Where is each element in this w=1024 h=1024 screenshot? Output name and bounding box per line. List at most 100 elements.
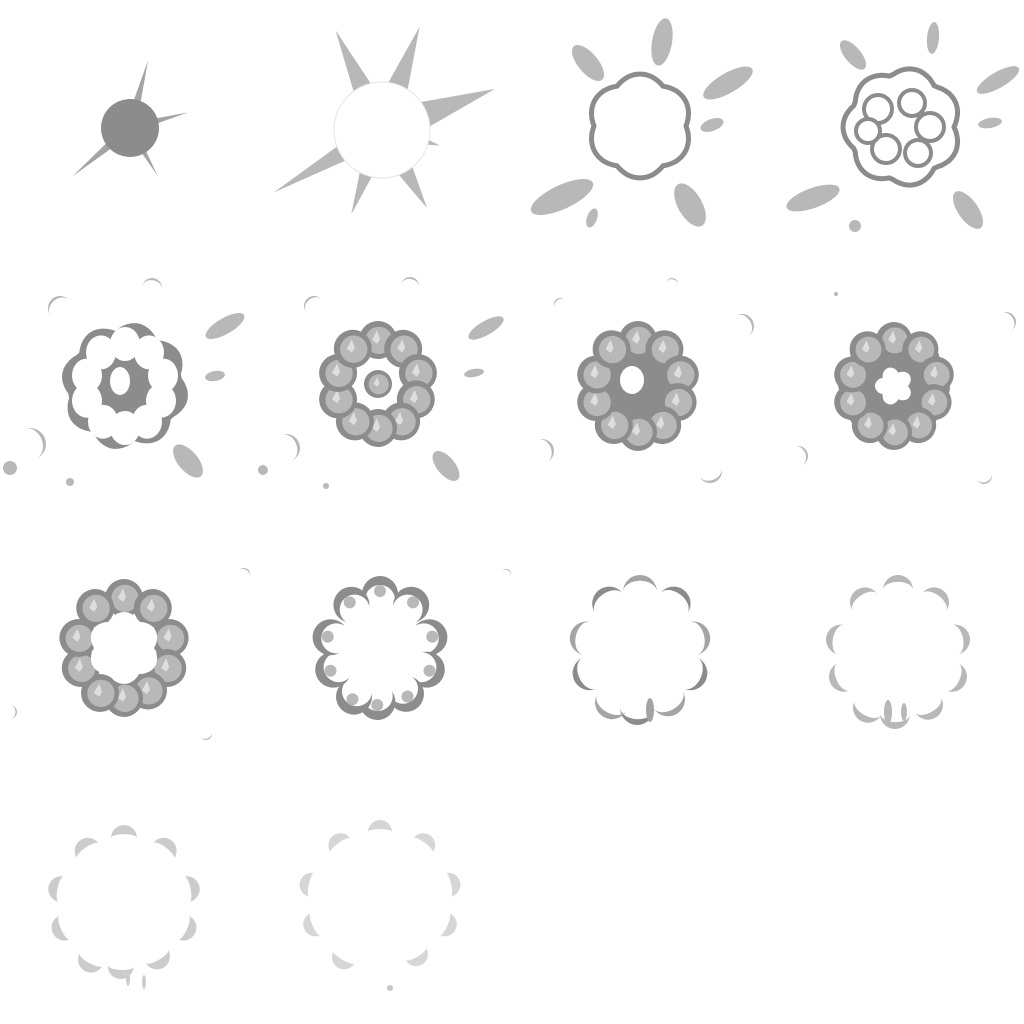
debris-particle (173, 444, 203, 478)
debris-particle (651, 18, 673, 66)
explosion-frame-6 (258, 277, 504, 489)
explosion-frame-1 (72, 60, 188, 177)
cloud-puff-highlight (864, 416, 872, 429)
explosion-frame-4 (786, 22, 1020, 232)
debris-crescent (689, 621, 711, 656)
cloud-puff-highlight (673, 365, 682, 379)
cloud-puff-highlight (912, 416, 921, 429)
flash-core (333, 81, 431, 179)
cloud-puff-highlight (930, 365, 938, 379)
cloud-puff-highlight (846, 365, 855, 379)
debris-crescent (413, 833, 436, 853)
cloud-puff-highlight (117, 588, 127, 602)
debris-crescent (951, 624, 970, 655)
debris-crescent (299, 872, 315, 897)
debris-crescent (178, 915, 197, 941)
cloud-puff-shade (324, 664, 337, 677)
cloud-puff-highlight (161, 658, 170, 672)
debris-particle (3, 461, 17, 475)
cloud-center (343, 608, 417, 688)
debris-crescent (569, 621, 591, 656)
cloud-puff-highlight (93, 683, 103, 697)
cloud-puff-highlight (348, 411, 357, 426)
cloud-puff-hole (86, 335, 116, 370)
debris-crescent (48, 876, 64, 902)
debris-crescent (623, 575, 657, 592)
debris-particle (258, 465, 268, 475)
debris-crescent (78, 953, 103, 973)
cloud-puff-shade (401, 690, 414, 703)
cloud-center (875, 367, 911, 405)
debris-crescent (595, 693, 627, 720)
debris-crescent (153, 837, 177, 859)
cloud-puff-highlight (671, 392, 680, 406)
cloud-puff-highlight (631, 422, 641, 436)
cloud-center (90, 612, 158, 684)
cloud-puff-highlight (888, 331, 896, 344)
debris-crescent (880, 713, 910, 729)
debris-crescent (304, 296, 322, 313)
debris-particle (901, 703, 907, 721)
cloud-puff-highlight (605, 339, 614, 353)
debris-particle (646, 698, 654, 722)
cloud-puff-hole (110, 367, 130, 395)
debris-crescent (501, 569, 511, 577)
debris-crescent (332, 951, 355, 970)
cloud-puff-highlight (371, 330, 381, 344)
cloud-puff-hole (620, 366, 644, 394)
cloud-puff-highlight (117, 688, 127, 702)
debris-crescent (698, 466, 722, 483)
cloud-puff-highlight (332, 389, 341, 404)
debris-particle (884, 700, 892, 724)
debris-crescent (48, 296, 70, 316)
cloud-puff-outline (903, 138, 933, 168)
cloud-puff-highlight (409, 389, 418, 404)
cloud-puff-hole (72, 383, 102, 418)
cloud-puff-highlight (397, 339, 406, 353)
debris-crescent (794, 446, 808, 466)
cloud-puff-shade (346, 693, 359, 706)
cloud-puff-highlight (89, 598, 98, 612)
cloud-puff-shade (423, 664, 436, 677)
debris-crescent (921, 587, 949, 612)
debris-particle (142, 975, 146, 989)
debris-particle (849, 220, 861, 232)
debris-crescent (328, 833, 351, 852)
explosion-frame-2 (273, 26, 495, 215)
debris-crescent (945, 663, 967, 692)
explosion-frame-10 (312, 569, 511, 720)
explosion-frame-13 (48, 825, 200, 989)
cloud-puff-shade (426, 630, 439, 643)
debris-particle (432, 451, 460, 481)
cloud-puff-outline (914, 111, 946, 143)
cloud-puff-shade (374, 585, 386, 597)
explosion-frame-9 (10, 568, 250, 740)
cloud-puff-shade (343, 596, 356, 609)
cloud-puff-hollow (365, 585, 395, 615)
cloud-puff-highlight (607, 415, 616, 429)
debris-particle (571, 44, 605, 82)
spark-core (101, 99, 159, 157)
cloud-puff-highlight (846, 393, 855, 406)
explosion-frame-12 (826, 575, 970, 729)
cloud-puff-highlight (163, 628, 172, 642)
debris-crescent (1001, 312, 1016, 331)
debris-particle (926, 22, 940, 54)
debris-crescent (683, 657, 708, 691)
debris-crescent (145, 949, 170, 970)
debris-crescent (653, 690, 685, 717)
debris-crescent (915, 697, 943, 720)
debris-crescent (281, 434, 300, 462)
debris-particle (586, 208, 598, 228)
cloud-puff-highlight (146, 598, 155, 612)
explosion-frame-14 (299, 820, 461, 991)
cloud-puff-outline (897, 88, 927, 118)
cloud-puff-highlight (861, 340, 870, 353)
debris-particle (468, 316, 504, 340)
debris-crescent (537, 439, 554, 463)
explosion-frame-3 (530, 18, 753, 228)
cloud-puff-highlight (631, 330, 641, 344)
explosion-frame-8 (794, 292, 1016, 484)
debris-crescent (826, 624, 845, 655)
